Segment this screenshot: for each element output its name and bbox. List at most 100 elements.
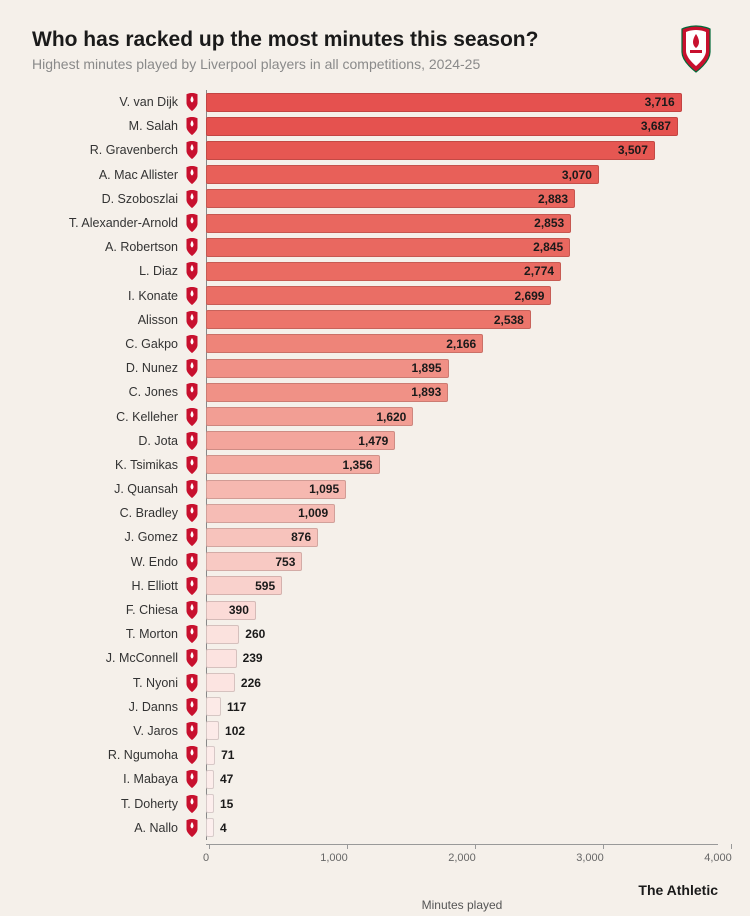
- bar-value-label: 71: [221, 748, 234, 762]
- bar-value-label: 1,095: [309, 482, 339, 496]
- bar: [206, 697, 221, 716]
- bar: 1,095: [206, 480, 346, 499]
- player-name-label: A. Nallo: [32, 821, 184, 835]
- player-name-label: C. Bradley: [32, 506, 184, 520]
- bar-container: 1,095: [206, 477, 718, 501]
- player-name-label: J. Gomez: [32, 530, 184, 544]
- bar-container: 1,620: [206, 404, 718, 428]
- bar-value-label: 260: [245, 627, 265, 641]
- liverpool-logo-icon: [676, 24, 716, 74]
- bar-row: A. Robertson 2,845: [32, 235, 718, 259]
- bar: [206, 746, 215, 765]
- x-axis-title: Minutes played: [206, 898, 718, 912]
- bar: 2,845: [206, 238, 570, 257]
- bar-value-label: 3,070: [562, 168, 592, 182]
- club-badge-icon: [184, 92, 200, 112]
- bar-row: A. Mac Allister3,070: [32, 163, 718, 187]
- club-badge-icon: [184, 407, 200, 427]
- bar-container: 2,774: [206, 259, 718, 283]
- bar-value-label: 390: [229, 603, 249, 617]
- bar-row: I. Konate2,699: [32, 284, 718, 308]
- bar-row: D. Jota 1,479: [32, 429, 718, 453]
- bar-row: A. Nallo 4: [32, 816, 718, 840]
- bar-container: 4: [206, 816, 718, 840]
- bar: 1,009: [206, 504, 335, 523]
- club-badge-icon: [184, 213, 200, 233]
- bar-row: V. Jaros102: [32, 719, 718, 743]
- bar-row: D. Nunez1,895: [32, 356, 718, 380]
- axis-tick: 1,000: [334, 844, 362, 864]
- tick-label: 2,000: [448, 852, 476, 864]
- bar-container: 2,853: [206, 211, 718, 235]
- bar-value-label: 117: [227, 700, 246, 714]
- bar-container: 47: [206, 767, 718, 791]
- tick-mark: [347, 844, 348, 849]
- player-name-label: C. Jones: [32, 385, 184, 399]
- player-name-label: M. Salah: [32, 119, 184, 133]
- axis-tick: 0: [206, 844, 212, 864]
- bar: 2,538: [206, 310, 531, 329]
- bar-value-label: 1,620: [376, 410, 406, 424]
- tick-mark: [209, 844, 210, 849]
- bar-row: C. Gakpo 2,166: [32, 332, 718, 356]
- bar-container: 3,716: [206, 90, 718, 114]
- bar-row: Alisson 2,538: [32, 308, 718, 332]
- player-name-label: I. Mabaya: [32, 772, 184, 786]
- axis-tick: 2,000: [462, 844, 490, 864]
- bar-container: 2,883: [206, 187, 718, 211]
- bar-container: 1,356: [206, 453, 718, 477]
- club-badge-icon: [184, 527, 200, 547]
- bar-container: 753: [206, 550, 718, 574]
- club-badge-icon: [184, 116, 200, 136]
- bar-container: 595: [206, 574, 718, 598]
- bar-value-label: 2,883: [538, 192, 568, 206]
- bar: 1,479: [206, 431, 395, 450]
- player-name-label: R. Gravenberch: [32, 143, 184, 157]
- player-name-label: D. Jota: [32, 434, 184, 448]
- bar-row: C. Jones 1,893: [32, 380, 718, 404]
- bar-container: 3,687: [206, 114, 718, 138]
- bar-row: T. Morton 260: [32, 622, 718, 646]
- player-name-label: A. Robertson: [32, 240, 184, 254]
- chart-title: Who has racked up the most minutes this …: [32, 28, 718, 52]
- club-badge-icon: [184, 334, 200, 354]
- bar-container: 260: [206, 622, 718, 646]
- bar-container: 71: [206, 743, 718, 767]
- bar: 1,620: [206, 407, 413, 426]
- bar: 1,893: [206, 383, 448, 402]
- bar-container: 102: [206, 719, 718, 743]
- bar-value-label: 102: [225, 724, 245, 738]
- bar-row: C. Kelleher1,620: [32, 404, 718, 428]
- club-badge-icon: [184, 576, 200, 596]
- bar-value-label: 876: [291, 530, 311, 544]
- bar-container: 3,507: [206, 138, 718, 162]
- bar: [206, 673, 235, 692]
- bar: 595: [206, 576, 282, 595]
- bar-value-label: 3,687: [641, 119, 671, 133]
- club-badge-icon: [184, 189, 200, 209]
- bar: [206, 818, 214, 837]
- bar-container: 239: [206, 646, 718, 670]
- player-name-label: J. Danns: [32, 700, 184, 714]
- bar-value-label: 15: [220, 797, 233, 811]
- bar-container: 2,699: [206, 284, 718, 308]
- chart-subtitle: Highest minutes played by Liverpool play…: [32, 56, 718, 72]
- bar-value-label: 2,845: [533, 240, 563, 254]
- player-name-label: T. Doherty: [32, 797, 184, 811]
- bar-row: H. Elliott595: [32, 574, 718, 598]
- player-name-label: C. Gakpo: [32, 337, 184, 351]
- tick-label: 4,000: [704, 852, 732, 864]
- bar: 3,716: [206, 93, 682, 112]
- bar-container: 226: [206, 671, 718, 695]
- bar-row: M. Salah 3,687: [32, 114, 718, 138]
- club-badge-icon: [184, 745, 200, 765]
- bar-value-label: 239: [243, 651, 263, 665]
- bar-value-label: 2,166: [446, 337, 476, 351]
- bar-value-label: 47: [220, 772, 233, 786]
- club-badge-icon: [184, 140, 200, 160]
- club-badge-icon: [184, 286, 200, 306]
- bar: 3,070: [206, 165, 599, 184]
- bar-container: 1,895: [206, 356, 718, 380]
- player-name-label: T. Morton: [32, 627, 184, 641]
- player-name-label: Alisson: [32, 313, 184, 327]
